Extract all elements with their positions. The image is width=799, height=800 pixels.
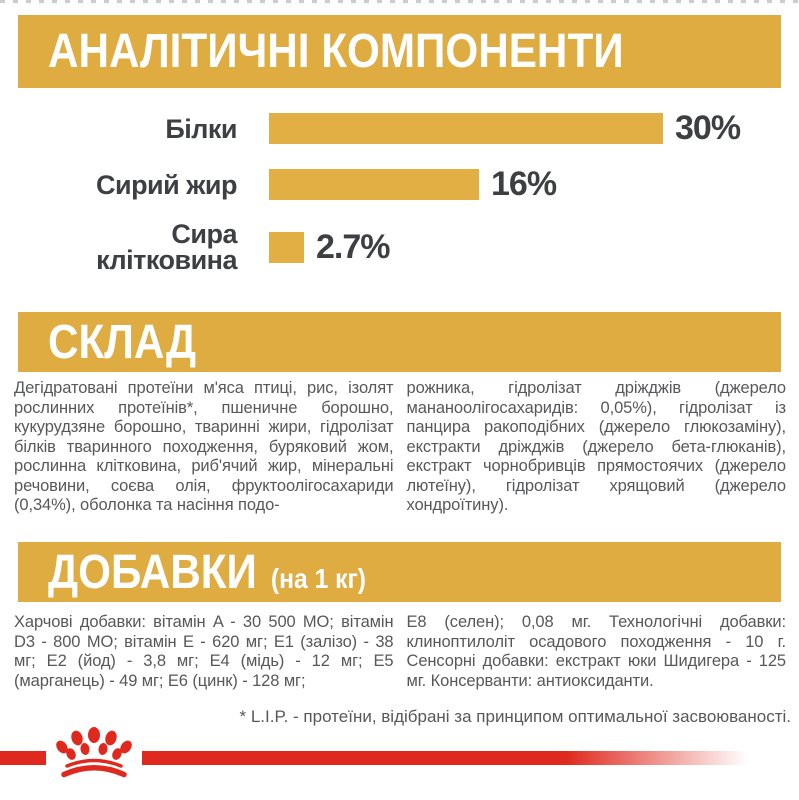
chart-value-label: 30% <box>675 109 741 147</box>
section-header-additives-inner: ДОБАВКИ (на 1 кг) <box>48 545 366 600</box>
red-stripe-left <box>0 751 46 765</box>
additives-text: Харчові добавки: вітамін A - 30 500 МО; … <box>14 613 786 691</box>
top-edge-tick-marks <box>0 0 799 3</box>
analytical-chart: Білки 30% Сирий жир 16% Сира клітковина 2.7% <box>0 109 799 290</box>
section-header-composition: СКЛАД <box>18 312 781 372</box>
additives-title: ДОБАВКИ <box>48 545 257 599</box>
chart-bar <box>269 231 304 263</box>
composition-text: Дегідратовані протеїни м'яса птиці, рис,… <box>14 379 786 516</box>
chart-category-label: Сира клітковина <box>96 219 237 275</box>
chart-bar <box>269 113 663 144</box>
section-header-analytical: АНАЛІТИЧНІ КОМПОНЕНТИ <box>18 15 781 88</box>
royal-canin-crown-icon <box>56 727 132 778</box>
chart-value-label: 16% <box>491 165 557 203</box>
lip-footnote: * L.I.P. - протеїни, відібрані за принци… <box>239 707 791 726</box>
chart-category-label: Білки <box>165 113 237 144</box>
additives-col-right: E8 (селен); 0,08 мг. Технологічні добавк… <box>406 613 787 690</box>
section-header-composition-inner: СКЛАД <box>48 315 196 370</box>
chart-category-label: Сирий жир <box>95 169 238 200</box>
red-stripe-right <box>142 751 748 765</box>
section-header-additives: ДОБАВКИ (на 1 кг) <box>18 542 781 602</box>
chart-value-label: 2.7% <box>316 227 390 266</box>
section-header-analytical-inner: АНАЛІТИЧНІ КОМПОНЕНТИ <box>48 24 624 79</box>
composition-col-right: рожника, гідролізат дріжджів (джерело ма… <box>406 379 787 514</box>
analytical-title: АНАЛІТИЧНІ КОМПОНЕНТИ <box>48 25 624 78</box>
composition-col-left: Дегідратовані протеїни м'яса птиці, рис,… <box>14 379 394 514</box>
composition-title: СКЛАД <box>48 315 197 369</box>
chart-row: Сира клітковина 2.7% <box>0 219 799 275</box>
additives-title-suffix: (на 1 кг) <box>270 562 366 594</box>
chart-bar <box>269 169 479 200</box>
chart-row: Білки 30% <box>0 109 799 148</box>
additives-col-left: Харчові добавки: вітамін A - 30 500 МО; … <box>14 613 394 690</box>
chart-row: Сирий жир 16% <box>0 165 799 204</box>
